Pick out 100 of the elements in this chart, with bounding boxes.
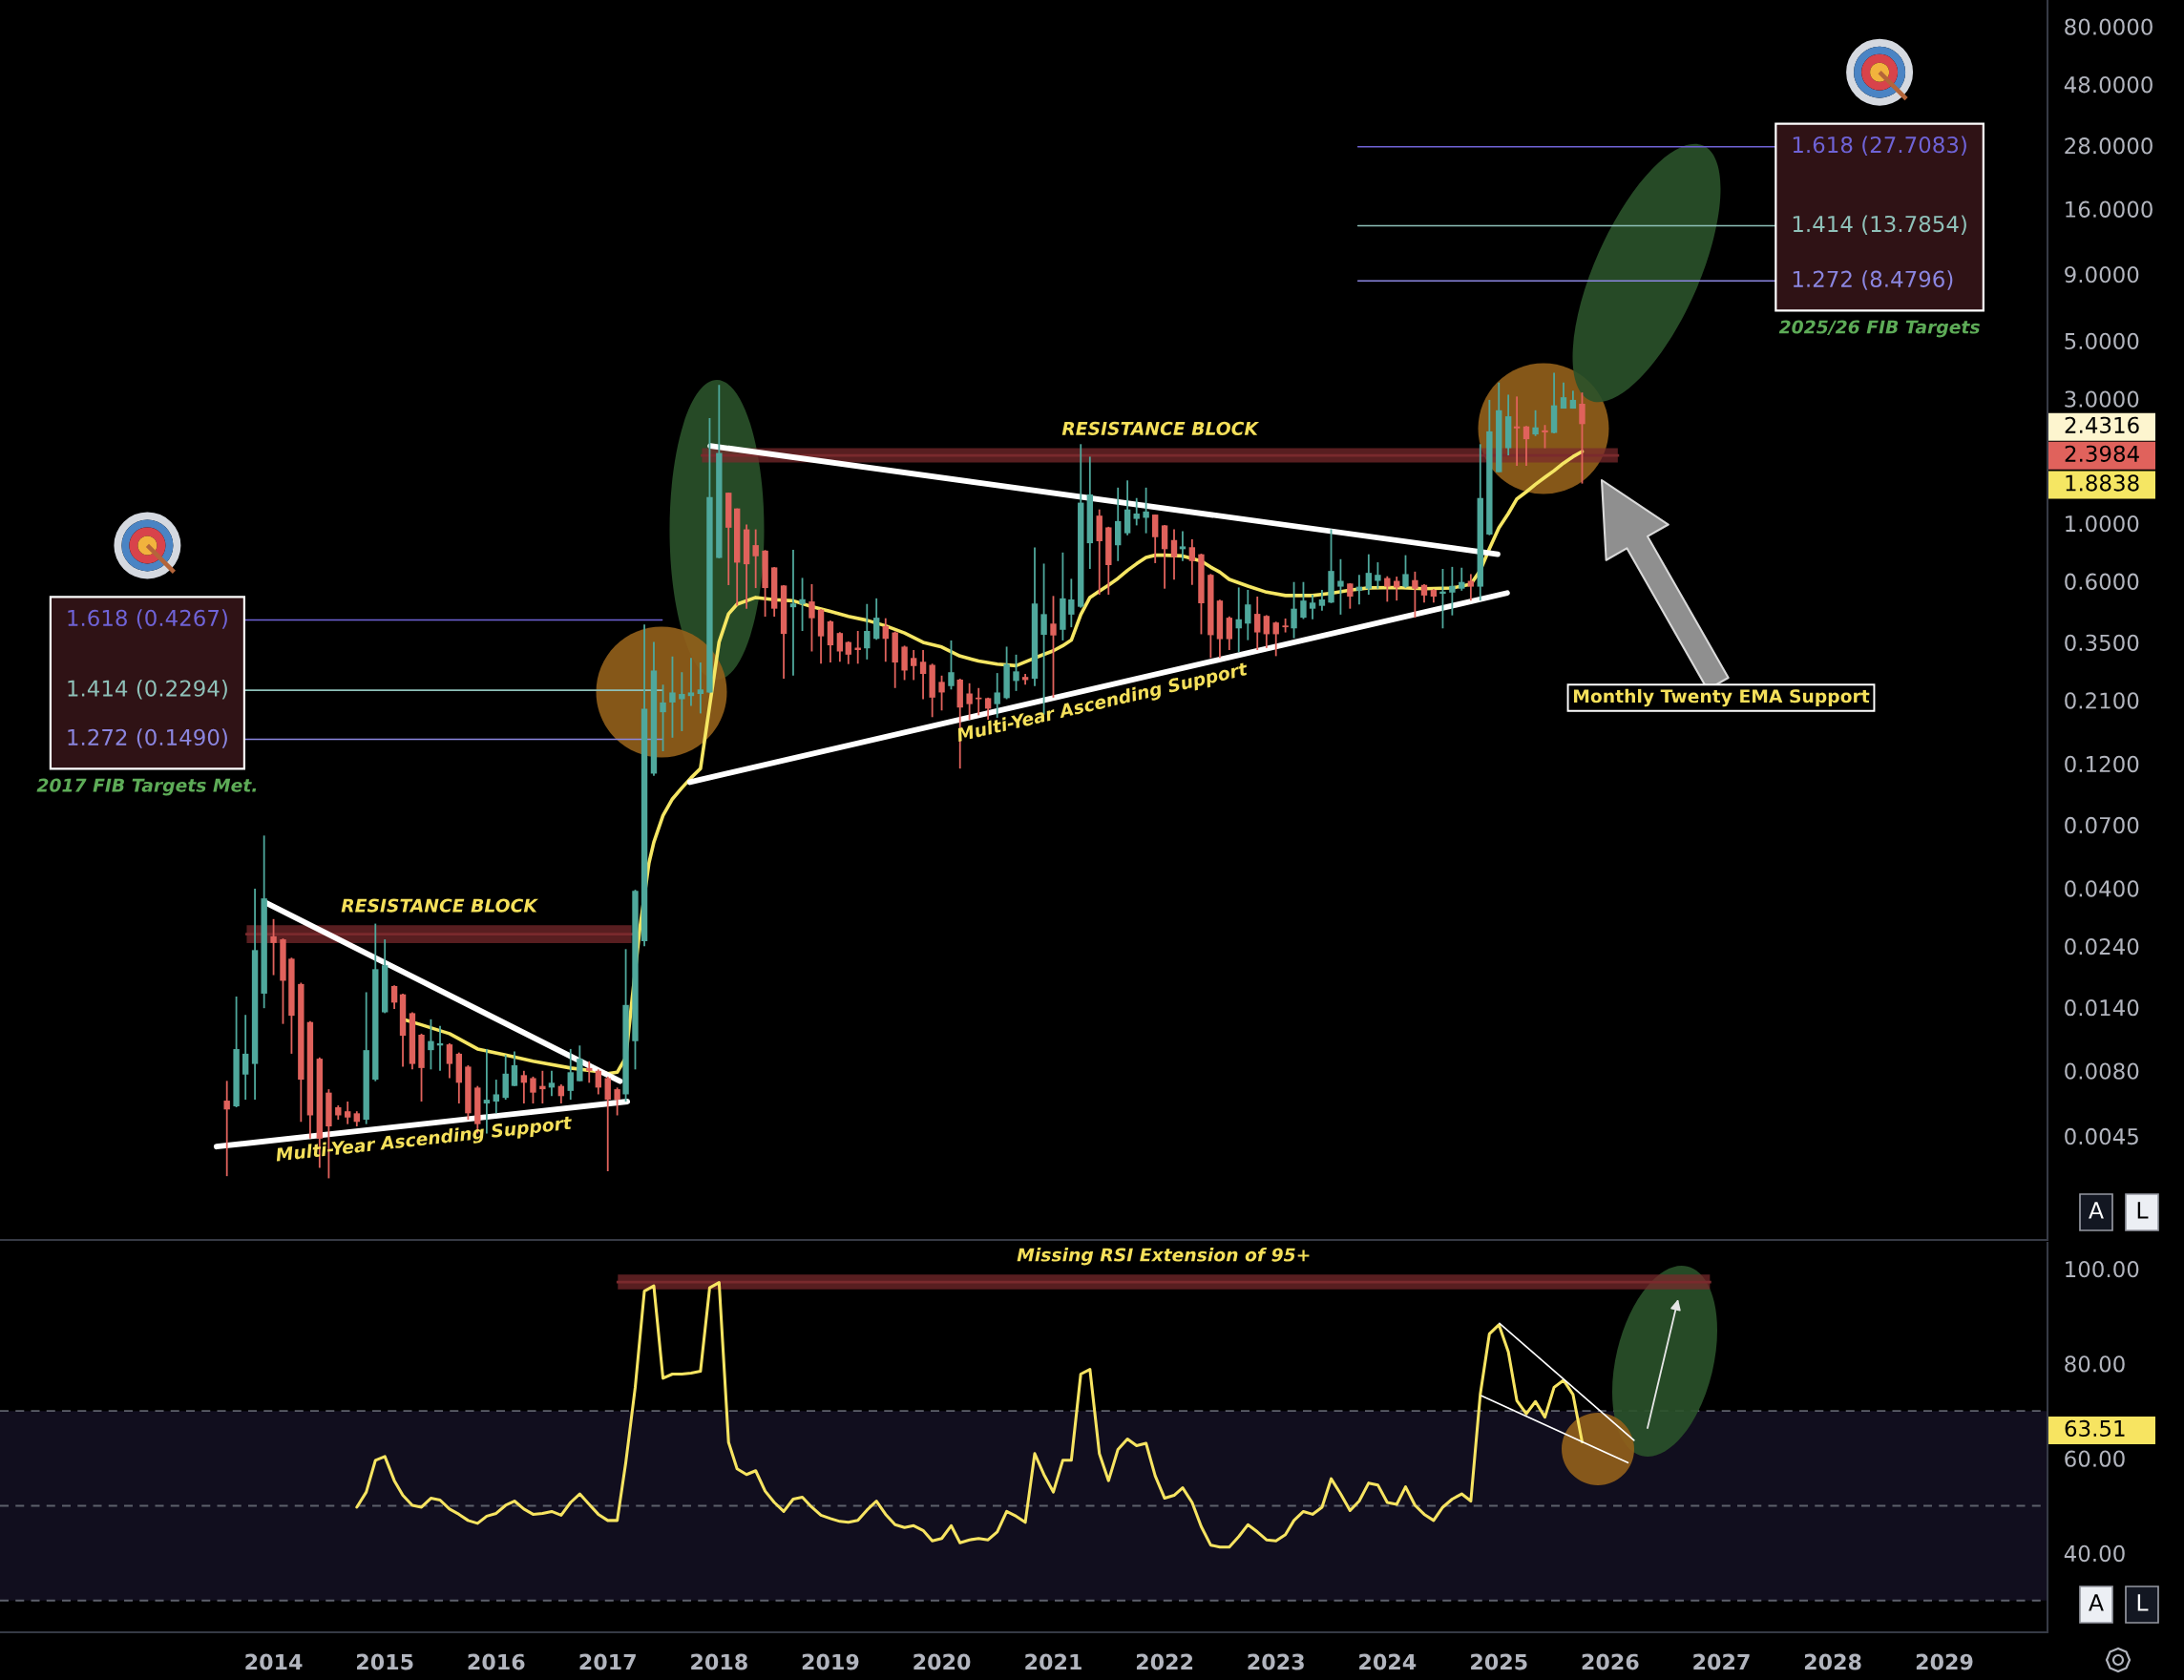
x-tick-label: 2025 xyxy=(1471,1653,1527,1670)
candlestick xyxy=(1522,425,1530,467)
candlestick xyxy=(1152,514,1159,564)
candlestick xyxy=(1347,582,1354,610)
candlestick xyxy=(1282,618,1289,634)
candlestick xyxy=(223,1080,230,1178)
y-tick-label: 0.0045 xyxy=(2065,1127,2138,1145)
series-label: 1.414 (0.2294) xyxy=(68,680,227,700)
candlestick xyxy=(669,655,676,739)
candlestick xyxy=(1420,583,1428,604)
candlestick xyxy=(1013,653,1019,692)
x-tick-label: 2023 xyxy=(1248,1653,1304,1670)
candlestick xyxy=(1337,557,1344,616)
candlestick xyxy=(345,1101,351,1125)
candlestick xyxy=(687,657,695,707)
candlestick xyxy=(1459,566,1465,592)
candlestick xyxy=(1318,589,1326,612)
candlestick xyxy=(1375,561,1381,590)
x-tick-label: 2018 xyxy=(691,1653,747,1670)
text: A xyxy=(2089,1202,2104,1219)
series-label: RESISTANCE BLOCK xyxy=(341,898,539,913)
x-tick-label: 2022 xyxy=(1136,1653,1193,1670)
x-tick-label: 2017 xyxy=(579,1653,636,1670)
x-tick-label: 2026 xyxy=(1582,1653,1639,1670)
y-tick-label: 0.2100 xyxy=(2065,692,2139,709)
candlestick xyxy=(1179,530,1186,562)
y-tick-label: 5.0000 xyxy=(2065,332,2139,350)
series-label: 1.414 (13.7854) xyxy=(1793,215,1966,235)
series-label: 1.272 (0.1490) xyxy=(68,728,227,748)
series-label: 1.618 (0.4267) xyxy=(68,609,227,629)
candlestick xyxy=(428,1018,434,1071)
candlestick xyxy=(697,662,704,715)
candlestick xyxy=(808,583,815,653)
series-label: 1.618 (27.7083) xyxy=(1793,136,1966,156)
text: 2.3984 xyxy=(2065,445,2139,462)
candlestick xyxy=(910,649,917,682)
candlestick xyxy=(446,1042,453,1080)
x-tick-label: 2014 xyxy=(245,1653,303,1670)
candlestick xyxy=(1170,528,1178,581)
candlestick xyxy=(948,640,955,691)
text: L xyxy=(2137,1202,2149,1219)
series-label: 1.272 (8.4796) xyxy=(1793,270,1953,290)
text: Multi-Year Ascending Support xyxy=(275,1115,574,1166)
candlestick xyxy=(1439,568,1446,630)
candlestick xyxy=(1402,554,1409,589)
candlestick xyxy=(1291,580,1297,640)
text: 63.51 xyxy=(2065,1419,2125,1438)
x-tick-label: 2027 xyxy=(1693,1653,1750,1670)
y-tick-label: 0.1200 xyxy=(2065,755,2139,773)
y-tick-label: 28.0000 xyxy=(2065,137,2152,155)
text: A xyxy=(2089,1594,2104,1611)
candlestick xyxy=(520,1069,528,1104)
x-tick-label: 2029 xyxy=(1916,1653,1973,1670)
y-tick-label: 80.00 xyxy=(2065,1355,2125,1373)
candlestick xyxy=(938,674,945,712)
candlestick xyxy=(1449,565,1456,617)
candlestick xyxy=(1309,594,1316,620)
candlestick xyxy=(1254,596,1261,651)
candlestick xyxy=(242,1014,249,1101)
x-tick-label: 2019 xyxy=(802,1653,859,1670)
candlestick xyxy=(390,984,398,1010)
candlestick xyxy=(1143,486,1149,535)
candlestick xyxy=(1050,595,1057,699)
y-tick-label: 60.00 xyxy=(2065,1450,2125,1467)
candlestick xyxy=(864,602,871,661)
candlestick xyxy=(270,917,277,976)
x-tick-label: 2020 xyxy=(914,1653,971,1670)
x-tick-label: 2016 xyxy=(468,1653,525,1670)
candlestick xyxy=(1188,538,1196,586)
y-tick-label: 100.00 xyxy=(2066,1261,2139,1278)
candlestick xyxy=(1560,381,1567,410)
series-label: Missing RSI Extension of 95+ xyxy=(1017,1248,1310,1266)
candlestick xyxy=(1532,409,1539,437)
candlestick xyxy=(873,597,880,641)
candlestick xyxy=(1579,391,1586,485)
candlestick xyxy=(1272,620,1279,658)
x-tick-label: 2028 xyxy=(1804,1653,1861,1670)
annotation: 2017 FIB Targets Met. xyxy=(36,778,257,796)
x-tick-label: 2015 xyxy=(357,1653,413,1670)
y-tick-label: 0.0700 xyxy=(2065,816,2139,834)
candlestick xyxy=(1365,553,1373,596)
y-tick-label: 0.6000 xyxy=(2065,573,2139,590)
candlestick xyxy=(539,1069,546,1104)
y-tick-label: 0.3500 xyxy=(2065,634,2139,651)
candlestick xyxy=(1542,424,1548,450)
candlestick xyxy=(548,1069,556,1098)
candlestick xyxy=(604,1075,611,1172)
candlestick xyxy=(789,549,797,677)
candlestick xyxy=(679,671,685,732)
candlestick xyxy=(1133,496,1140,527)
y-tick-label: 0.0080 xyxy=(2065,1062,2139,1080)
y-tick-label: 9.0000 xyxy=(2065,265,2139,284)
candlestick xyxy=(586,1060,593,1084)
candlestick xyxy=(799,577,806,632)
text: L xyxy=(2137,1594,2149,1611)
candlestick xyxy=(577,1044,583,1082)
candlestick xyxy=(567,1048,574,1101)
y-tick-label: 3.0000 xyxy=(2065,390,2139,408)
y-tick-label: 0.0140 xyxy=(2065,999,2139,1017)
candlestick xyxy=(836,631,844,663)
